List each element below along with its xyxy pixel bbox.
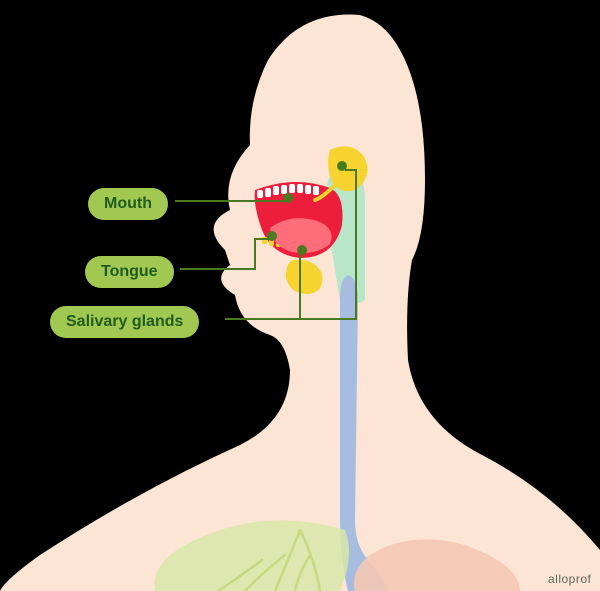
- label-mouth: Mouth: [88, 188, 168, 220]
- label-mouth-text: Mouth: [104, 195, 152, 212]
- anatomy-diagram: Mouth Tongue Salivary glands alloprof: [0, 0, 600, 591]
- watermark: alloprof: [548, 572, 591, 586]
- label-tongue-text: Tongue: [101, 263, 158, 280]
- label-tongue: Tongue: [85, 256, 174, 288]
- label-salivary-text: Salivary glands: [66, 313, 183, 330]
- label-salivary: Salivary glands: [50, 306, 199, 338]
- watermark-text: alloprof: [548, 572, 591, 586]
- diagram-svg: [0, 0, 600, 591]
